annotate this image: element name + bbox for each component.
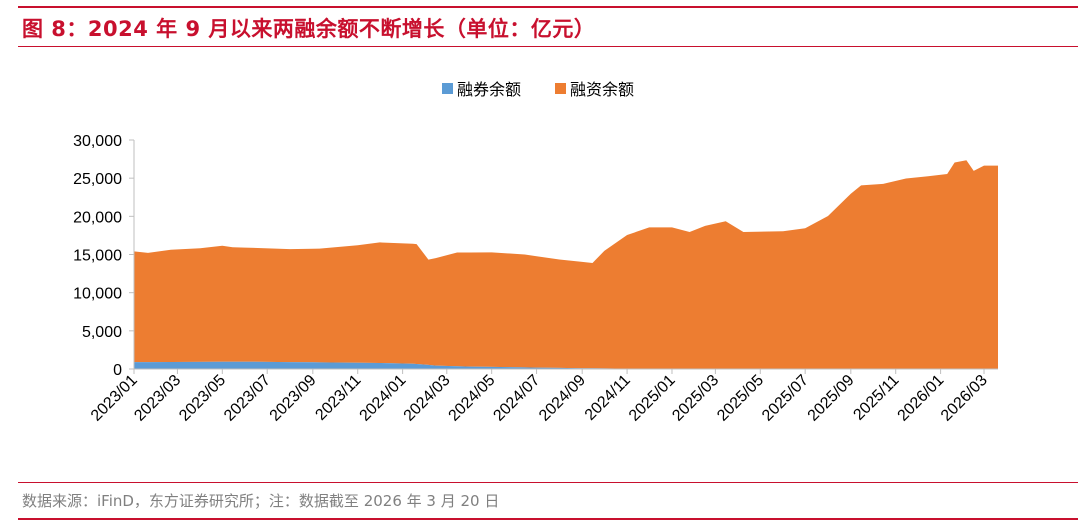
series-area-short-balance xyxy=(134,361,998,369)
x-tick-label: 2025/05 xyxy=(714,372,767,425)
x-tick-label: 2023/11 xyxy=(312,372,364,424)
source-note: 数据来源：iFinD，东方证券研究所；注：数据截至 2026 年 3 月 20 … xyxy=(22,492,500,510)
title-rule xyxy=(18,46,1078,47)
x-tick-label: 2023/01 xyxy=(88,372,141,425)
legend-label: 融资余额 xyxy=(570,80,634,99)
y-tick-label: 20,000 xyxy=(73,209,122,226)
x-tick-label: 2025/03 xyxy=(669,372,722,425)
x-tick-label: 2024/05 xyxy=(446,372,499,425)
x-tick-label: 2026/03 xyxy=(938,372,991,425)
x-tick-label: 2026/01 xyxy=(895,372,948,425)
y-tick-label: 25,000 xyxy=(73,171,122,188)
x-tick-label: 2025/11 xyxy=(850,372,902,424)
x-tick-label: 2024/07 xyxy=(490,372,543,425)
x-tick-label: 2024/03 xyxy=(401,372,454,425)
x-tick-label: 2024/09 xyxy=(536,372,589,425)
page-title: 图 8：2024 年 9 月以来两融余额不断增长（单位：亿元） xyxy=(22,17,596,41)
x-tick-label: 2024/01 xyxy=(357,372,410,425)
y-tick-label: 5,000 xyxy=(82,324,122,341)
chart-legend: 融券余额 融资余额 xyxy=(442,80,634,99)
bottom-rule xyxy=(18,518,1078,520)
x-tick-label: 2023/03 xyxy=(131,372,184,425)
x-tick-label: 2025/01 xyxy=(626,372,679,425)
x-tick-label: 2024/11 xyxy=(582,372,634,424)
series-area-margin-balance xyxy=(134,160,998,369)
y-tick-label: 15,000 xyxy=(73,248,122,265)
chart-areas xyxy=(134,160,998,369)
y-tick-label: 0 xyxy=(113,362,122,379)
y-tick-label: 10,000 xyxy=(73,286,122,303)
x-tick-label: 2025/09 xyxy=(805,372,858,425)
stacked-area-chart: 融券余额 融资余额 0 5,000 10,000 15,000 20,000 25,000 3… xyxy=(73,80,998,425)
top-rule xyxy=(18,6,1078,8)
legend-label: 融券余额 xyxy=(457,80,521,99)
x-tick-label: 2023/05 xyxy=(176,372,229,425)
legend-swatch xyxy=(555,83,566,94)
footer-rule xyxy=(18,482,1078,483)
x-tick-label: 2023/07 xyxy=(221,372,274,425)
x-tick-label: 2023/09 xyxy=(267,372,320,425)
legend-swatch xyxy=(442,83,453,94)
y-tick-label: 30,000 xyxy=(73,133,122,150)
x-tick-label: 2025/07 xyxy=(759,372,812,425)
